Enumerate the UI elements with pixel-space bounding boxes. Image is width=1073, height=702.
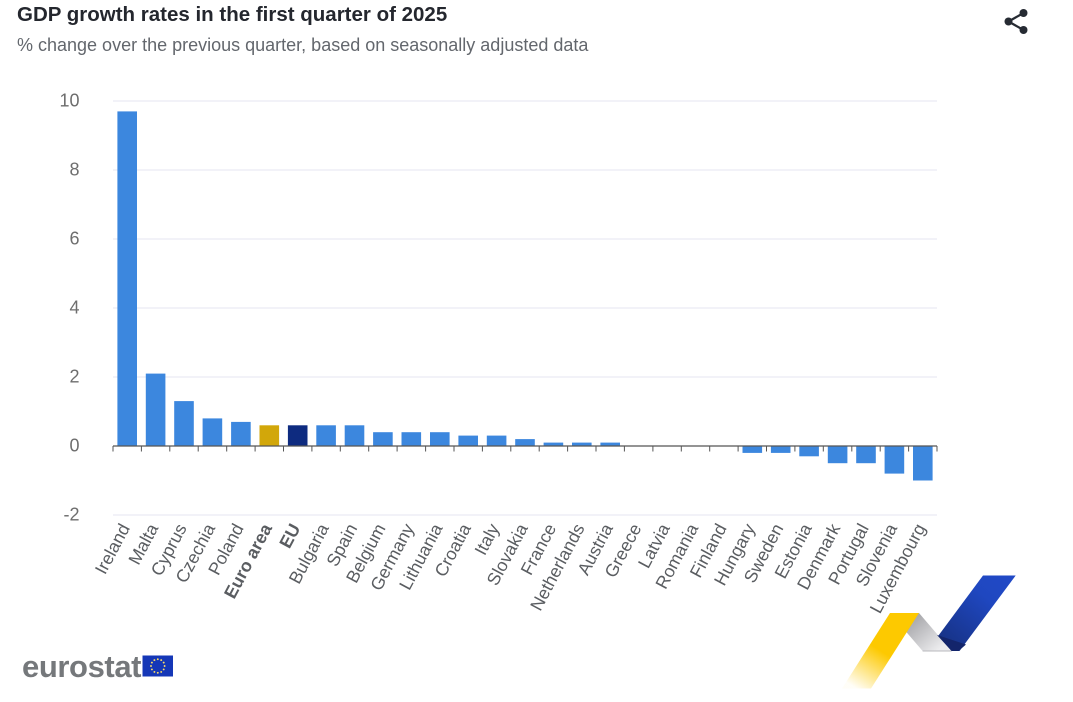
- svg-text:6: 6: [69, 229, 79, 249]
- svg-text:10: 10: [59, 91, 79, 111]
- svg-text:4: 4: [69, 298, 79, 318]
- svg-text:0: 0: [69, 436, 79, 456]
- svg-text:2: 2: [69, 367, 79, 387]
- svg-text:Ireland: Ireland: [91, 520, 134, 577]
- svg-text:-2: -2: [63, 505, 79, 525]
- svg-text:8: 8: [69, 160, 79, 180]
